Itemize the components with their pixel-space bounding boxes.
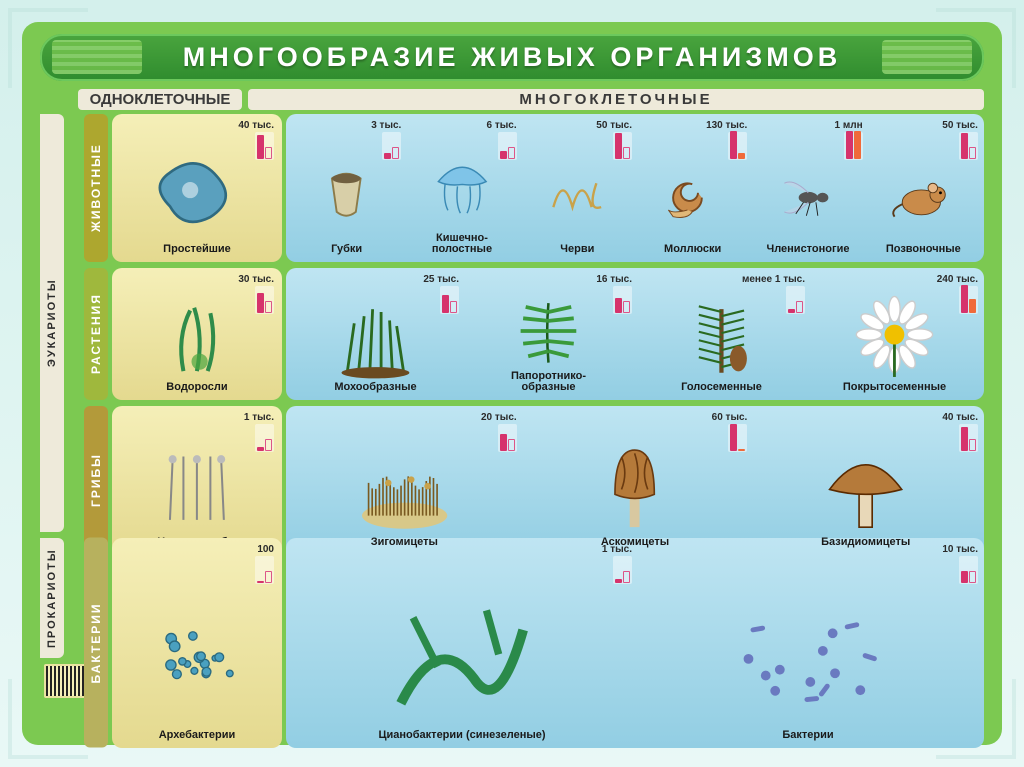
classification-grid: ЭУКАРИОТЫ ПРОКАРИОТЫ ЖИВОТНЫЕ 40 тыс. Пр…	[34, 114, 990, 658]
multicellular-cells: 3 тыс. Губки 6 тыс. Кишечно-полостные 50…	[286, 114, 984, 262]
deco-stripes	[882, 40, 972, 74]
multicellular-cells: 1 тыс. Цианобактерии (синезеленые) 10 ты…	[286, 538, 984, 748]
kingdom-rows: ЖИВОТНЫЕ 40 тыс. Простейшие 3 тыс. Губки	[84, 114, 984, 658]
organism-illustration	[638, 544, 978, 728]
organism-cell: 60 тыс. Аскомицеты	[521, 410, 750, 551]
organism-name: Бактерии	[782, 728, 833, 742]
organism-name: Позвоночные	[886, 242, 961, 256]
organism-cell: 100 Архебактерии	[118, 542, 276, 744]
domain-label-prokaryotes: ПРОКАРИОТЫ	[40, 538, 64, 658]
organism-name: Кишечно-полостные	[432, 231, 492, 256]
poster-title: МНОГООБРАЗИЕ ЖИВЫХ ОРГАНИЗМОВ	[58, 42, 966, 73]
unicellular-cell: 1 тыс. Низшие грибы	[112, 406, 282, 555]
organism-illustration	[120, 412, 274, 535]
organism-cell: 50 тыс. Черви	[521, 118, 634, 258]
organism-cell: 6 тыс. Кишечно-полостные	[405, 118, 518, 258]
organism-illustration	[869, 120, 978, 242]
organism-illustration	[292, 412, 517, 535]
organism-illustration	[407, 120, 516, 231]
unicellular-cell: 40 тыс. Простейшие	[112, 114, 282, 262]
domain-label-eukaryotes: ЭУКАРИОТЫ	[40, 114, 64, 532]
organism-cell: 1 тыс. Низшие грибы	[118, 410, 276, 551]
organism-illustration	[753, 120, 862, 242]
organism-illustration	[465, 274, 632, 369]
organism-illustration	[523, 120, 632, 242]
organism-cell: 30 тыс. Водоросли	[118, 272, 276, 396]
organism-name: Водоросли	[166, 380, 227, 394]
organism-illustration	[120, 120, 274, 242]
organism-cell: 1 тыс. Цианобактерии (синезеленые)	[290, 542, 634, 744]
organism-cell: менее 1 тыс. Голосеменные	[636, 272, 807, 396]
organism-illustration	[292, 544, 632, 728]
organism-name: Мохообразные	[334, 380, 416, 394]
organism-cell: 40 тыс. Простейшие	[118, 118, 276, 258]
organism-name: Покрытосеменные	[843, 380, 946, 394]
organism-cell: 25 тыс. Мохообразные	[290, 272, 461, 396]
kingdom-row: ЖИВОТНЫЕ 40 тыс. Простейшие 3 тыс. Губки	[84, 114, 984, 262]
organism-cell: 40 тыс. Базидиомицеты	[751, 410, 980, 551]
organism-name: Архебактерии	[159, 728, 236, 742]
organism-name: Черви	[560, 242, 594, 256]
organism-cell: 240 тыс. Покрытосеменные	[809, 272, 980, 396]
organism-illustration	[638, 120, 747, 242]
organism-name: Цианобактерии (синезеленые)	[378, 728, 545, 742]
domain-column: ЭУКАРИОТЫ ПРОКАРИОТЫ	[40, 114, 64, 658]
slide-frame: МНОГООБРАЗИЕ ЖИВЫХ ОРГАНИЗМОВ ОДНОКЛЕТОЧ…	[0, 0, 1024, 767]
organism-illustration	[120, 544, 274, 728]
multicellular-cells: 25 тыс. Мохообразные 16 тыс. Папоротнико…	[286, 268, 984, 400]
organism-illustration	[753, 412, 978, 535]
deco-stripes	[52, 40, 142, 74]
kingdom-row: БАКТЕРИИ 100 Архебактерии 1 тыс. Цианоба…	[84, 538, 984, 658]
col-header-multicellular: МНОГОКЛЕТОЧНЫЕ	[248, 89, 984, 110]
column-headers: ОДНОКЛЕТОЧНЫЕ МНОГОКЛЕТОЧНЫЕ	[34, 89, 990, 114]
organism-name: Моллюски	[664, 242, 721, 256]
kingdom-row: РАСТЕНИЯ 30 тыс. Водоросли 25 тыс. Мохоо…	[84, 268, 984, 400]
organism-illustration	[292, 274, 459, 380]
organism-name: Папоротнико-образные	[511, 369, 586, 394]
title-band: МНОГООБРАЗИЕ ЖИВЫХ ОРГАНИЗМОВ	[40, 34, 984, 81]
unicellular-cell: 100 Архебактерии	[112, 538, 282, 748]
kingdom-label: БАКТЕРИИ	[84, 538, 108, 748]
poster: МНОГООБРАЗИЕ ЖИВЫХ ОРГАНИЗМОВ ОДНОКЛЕТОЧ…	[22, 22, 1002, 745]
organism-illustration	[811, 274, 978, 380]
organism-illustration	[638, 274, 805, 380]
organism-cell: 10 тыс. Бактерии	[636, 542, 980, 744]
kingdom-row: ГРИБЫ 1 тыс. Низшие грибы 20 тыс. Зигоми…	[84, 406, 984, 532]
organism-name: Губки	[331, 242, 362, 256]
organism-name: Простейшие	[163, 242, 231, 256]
kingdom-label: ГРИБЫ	[84, 406, 108, 555]
organism-cell: 20 тыс. Зигомицеты	[290, 410, 519, 551]
organism-cell: 16 тыс. Папоротнико-образные	[463, 272, 634, 396]
organism-cell: 3 тыс. Губки	[290, 118, 403, 258]
col-header-unicellular: ОДНОКЛЕТОЧНЫЕ	[78, 89, 242, 110]
multicellular-cells: 20 тыс. Зигомицеты 60 тыс. Аскомицеты 40…	[286, 406, 984, 555]
organism-illustration	[523, 412, 748, 535]
organism-cell: 50 тыс. Позвоночные	[867, 118, 980, 258]
kingdom-label: РАСТЕНИЯ	[84, 268, 108, 400]
unicellular-cell: 30 тыс. Водоросли	[112, 268, 282, 400]
organism-cell: 1 млн Членистоногие	[751, 118, 864, 258]
organism-illustration	[120, 274, 274, 380]
organism-cell: 130 тыс. Моллюски	[636, 118, 749, 258]
organism-illustration	[292, 120, 401, 242]
kingdom-label: ЖИВОТНЫЕ	[84, 114, 108, 262]
organism-name: Голосеменные	[681, 380, 762, 394]
organism-name: Членистоногие	[766, 242, 849, 256]
